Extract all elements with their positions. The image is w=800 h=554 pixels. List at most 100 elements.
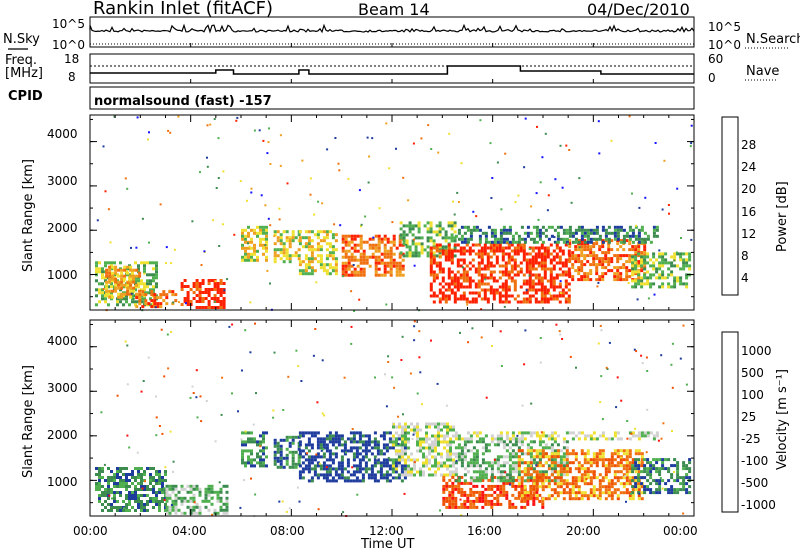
power-cell — [616, 275, 620, 279]
velocity-cell — [361, 476, 365, 480]
velocity-cell — [259, 443, 262, 447]
power-cell — [122, 297, 125, 301]
velocity-cell — [419, 440, 422, 444]
power-speckle — [135, 246, 138, 249]
velocity-cell — [452, 440, 455, 444]
power-cell — [561, 264, 565, 268]
power-cell — [613, 228, 617, 232]
power-cell — [377, 243, 381, 247]
velocity-cell — [514, 467, 518, 471]
power-cell — [98, 270, 101, 274]
power-cell — [195, 306, 199, 309]
power-cell — [201, 291, 205, 294]
power-cell — [426, 230, 430, 234]
velocity-speckle — [126, 383, 129, 386]
power-cell — [462, 279, 466, 283]
velocity-cell — [440, 440, 443, 444]
velocity-cell — [490, 461, 494, 465]
power-cell — [540, 279, 544, 283]
power-cell — [250, 255, 253, 259]
velocity-speckle — [351, 466, 354, 469]
power-cell — [583, 234, 587, 238]
power-cell — [165, 296, 169, 300]
velocity-cell — [158, 488, 161, 491]
velocity-cell — [265, 431, 268, 435]
velocity-speckle — [323, 414, 326, 417]
velocity-speckle — [679, 357, 682, 360]
power-cell — [643, 240, 647, 244]
power-speckle — [279, 164, 282, 167]
velocity-cell — [449, 443, 452, 447]
power-cell — [417, 254, 421, 258]
velocity-cell — [547, 467, 551, 471]
velocity-cell — [619, 470, 623, 474]
power-cell — [484, 237, 488, 241]
velocity-cell — [201, 499, 205, 503]
velocity-cell — [511, 502, 515, 506]
velocity-cell — [204, 490, 208, 494]
power-cell — [401, 252, 405, 256]
velocity-cell — [565, 479, 569, 483]
power-cell — [374, 267, 378, 271]
power-cell — [547, 225, 551, 229]
velocity-cell — [449, 437, 452, 441]
velocity-cell — [604, 473, 608, 477]
velocity-cell — [122, 482, 125, 485]
power-cell — [307, 257, 311, 261]
velocity-cell — [101, 503, 104, 506]
power-speckle — [268, 127, 270, 130]
velocity-cell — [370, 440, 374, 444]
velocity-ytick: 4000 — [47, 334, 78, 348]
power-cell — [279, 239, 283, 243]
power-cell — [371, 255, 375, 259]
power-cell — [132, 268, 136, 272]
velocity-cell — [367, 476, 371, 480]
velocity-cell — [349, 449, 353, 453]
velocity-cell — [428, 452, 431, 456]
velocity-speckle — [170, 330, 173, 333]
velocity-cell — [316, 431, 320, 435]
power-speckle — [548, 292, 551, 295]
velocity-cell — [535, 449, 539, 453]
velocity-cell — [553, 464, 557, 468]
velocity-cell — [352, 434, 356, 438]
power-cell — [456, 258, 460, 262]
velocity-cell — [550, 452, 554, 456]
velocity-cell — [379, 473, 383, 477]
velocity-cell — [358, 461, 362, 465]
power-speckle — [479, 119, 482, 122]
power-cell — [601, 266, 605, 270]
power-cell — [459, 252, 463, 256]
velocity-cell — [508, 476, 512, 480]
velocity-cell — [463, 499, 467, 503]
power-cell — [126, 289, 130, 293]
xtick: 04:00 — [172, 524, 207, 538]
power-cell — [498, 246, 502, 250]
velocity-cell — [155, 491, 158, 494]
power-cell — [276, 236, 280, 240]
power-cell — [414, 248, 418, 252]
velocity-cell — [622, 449, 626, 453]
velocity-cell — [334, 470, 338, 474]
power-cell — [137, 264, 140, 268]
velocity-cell — [505, 455, 509, 459]
velocity-cell — [496, 479, 500, 483]
velocity-cell — [337, 476, 341, 480]
power-cell — [556, 240, 560, 244]
velocity-cell — [622, 467, 626, 471]
velocity-cell — [210, 484, 214, 488]
velocity-cell — [628, 452, 632, 456]
power-cell — [331, 236, 335, 240]
velocity-cell — [520, 431, 524, 435]
velocity-cell — [440, 422, 443, 426]
power-cell — [643, 237, 647, 241]
velocity-cell — [529, 440, 533, 444]
power-cell — [265, 246, 268, 250]
velocity-speckle — [485, 396, 488, 399]
power-cell — [501, 273, 505, 277]
power-cell — [568, 239, 572, 243]
velocity-speckle — [144, 480, 146, 483]
velocity-cell — [508, 481, 512, 485]
velocity-cell — [346, 479, 350, 483]
velocity-cell — [460, 487, 464, 491]
